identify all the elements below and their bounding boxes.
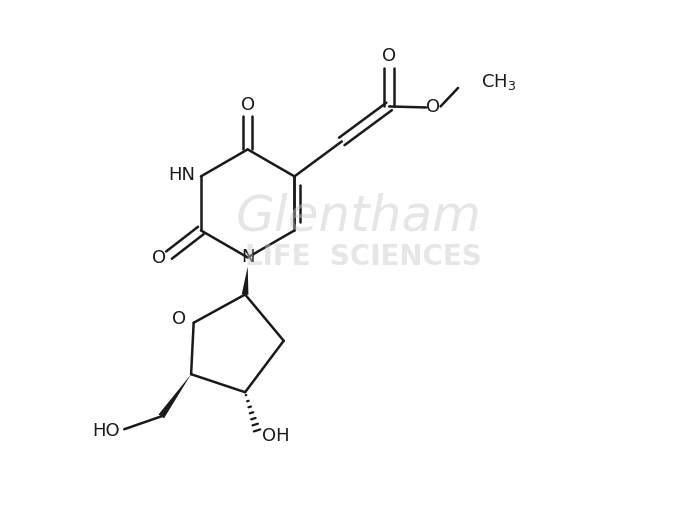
Text: O: O	[172, 309, 187, 328]
Polygon shape	[159, 374, 191, 418]
Text: O: O	[152, 249, 166, 267]
Text: O: O	[241, 96, 255, 114]
Text: N: N	[241, 249, 255, 266]
Text: LIFE  SCIENCES: LIFE SCIENCES	[245, 243, 482, 271]
Text: CH$_3$: CH$_3$	[481, 72, 516, 92]
Text: O: O	[427, 98, 441, 116]
Text: OH: OH	[262, 427, 290, 445]
Text: Glentham: Glentham	[235, 192, 481, 240]
Polygon shape	[242, 267, 248, 295]
Text: O: O	[382, 46, 396, 64]
Text: HN: HN	[168, 166, 195, 184]
Text: HO: HO	[93, 422, 120, 440]
